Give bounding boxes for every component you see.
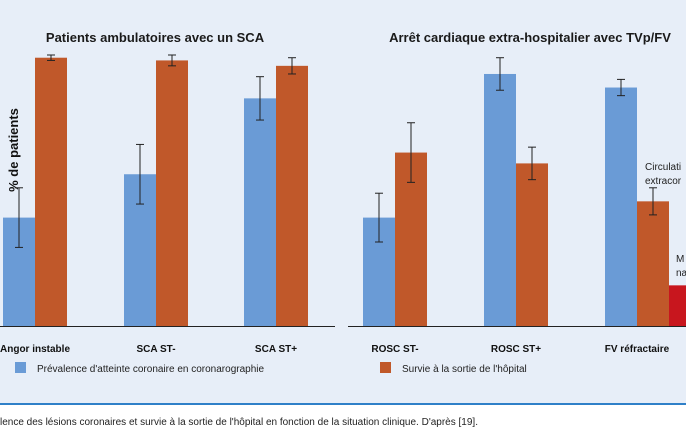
chart-title: Patients ambulatoires avec un SCA xyxy=(46,30,265,45)
annotation-text: Circulati xyxy=(645,162,681,173)
bar xyxy=(605,87,637,327)
legend-swatch xyxy=(380,362,391,373)
chart-title: Arrêt cardiaque extra-hospitalier avec T… xyxy=(389,30,671,45)
extra-bar xyxy=(669,285,686,326)
legend-swatch xyxy=(15,362,26,373)
x-tick-label: ROSC ST- xyxy=(371,344,418,355)
legend-label: Prévalence d'atteinte coronaire en coron… xyxy=(37,364,264,375)
bar xyxy=(276,65,308,326)
annotation-text: extracor xyxy=(645,176,682,187)
annotation-text: M xyxy=(676,254,684,265)
x-tick-label: Angor instable xyxy=(0,344,70,355)
y-axis-label: % de patients xyxy=(6,108,21,192)
legend-label: Survie à la sortie de l'hôpital xyxy=(402,364,527,375)
separator-rule xyxy=(0,403,686,405)
annotation-text: na xyxy=(676,268,686,279)
chart-svg: % de patients Patients ambulatoires avec … xyxy=(0,30,686,375)
figure-caption: lence des lésions coronaires et survie à… xyxy=(0,417,478,428)
bar xyxy=(484,73,516,326)
x-tick-label: FV réfractaire xyxy=(605,344,670,355)
x-tick-label: SCA ST+ xyxy=(255,344,297,355)
bar xyxy=(35,57,67,327)
x-tick-label: ROSC ST+ xyxy=(491,344,541,355)
bar xyxy=(516,163,548,326)
figure-panel xyxy=(0,0,686,403)
bar xyxy=(637,201,669,326)
bar xyxy=(156,60,188,327)
x-tick-label: SCA ST- xyxy=(136,344,175,355)
bar xyxy=(244,98,276,326)
